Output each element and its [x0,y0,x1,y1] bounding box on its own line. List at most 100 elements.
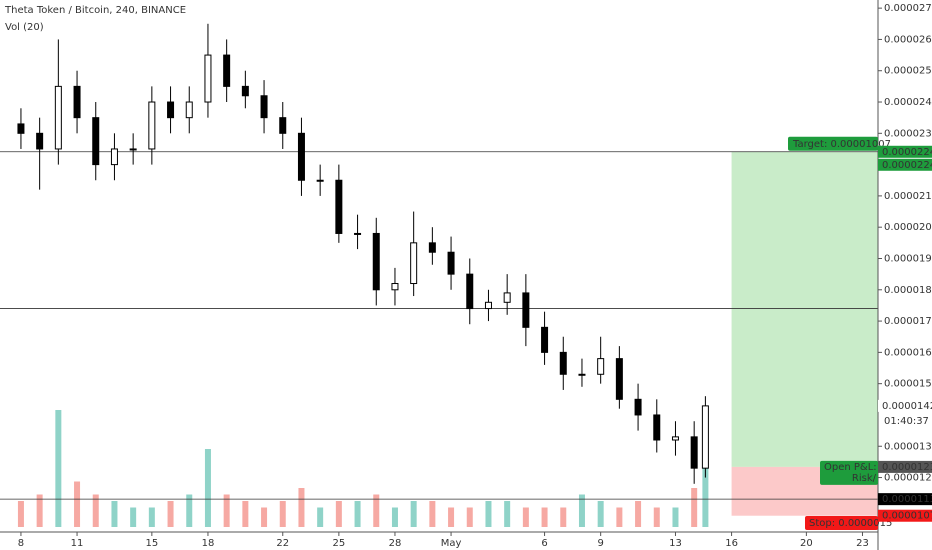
candle-body [615,358,623,400]
candle-body [110,148,118,166]
price-tag [878,460,932,473]
price-tag [878,158,932,171]
volume-bar [298,488,305,527]
y-tick-label: 0.00002400 [884,97,932,108]
x-tick-label: 20 [800,538,813,549]
candle-body [297,132,305,181]
volume-bar [167,501,174,527]
y-tick-label: 0.00002600 [884,34,932,45]
pnl-tag [820,460,878,485]
candle-body [129,148,137,151]
volume-bar [391,507,398,527]
candle-body [410,242,418,285]
x-tick-label: 16 [725,538,738,549]
y-tick-label: 0.00001900 [884,253,932,264]
x-tick-label: 15 [145,538,158,549]
y-tick-label: 0.00002300 [884,128,932,139]
y-tick-label: 0.00001300 [884,441,932,452]
price-tag [878,493,932,506]
candle-body [279,117,287,134]
price-tag-label: 0.00002241 [882,160,932,171]
candle-body [701,405,709,469]
volume-bar [691,488,698,527]
x-tick-label: 6 [541,538,547,549]
y-tick-label: 0.00002000 [884,222,932,233]
countdown: 01:40:37 [884,416,929,427]
volume-bar [560,507,567,527]
risk-label: Risk/ [852,473,877,484]
candle-body [447,251,455,275]
x-tick-label: 8 [18,538,24,549]
candle-body [354,232,362,235]
candle-body [503,292,511,303]
candle-body [522,292,530,328]
volume-bar [74,481,81,527]
price-tag [878,145,932,158]
price-tag-label: 0.00002241 [882,147,932,158]
candle-body [484,301,492,310]
volume-bar [429,501,436,527]
volume-bar [148,507,155,527]
volume-bar [354,501,361,527]
y-tick-label: 0.00001200 [884,473,932,484]
candle-body [92,117,100,166]
volume-bar [111,501,118,527]
volume-bar [261,507,268,527]
candle-body [17,123,25,134]
candle-body [391,283,399,291]
candle-body [54,85,62,150]
candle-body [241,85,249,97]
y-tick-label: 0.00001800 [884,285,932,296]
candle-body [223,54,231,87]
candle-body [185,101,193,119]
volume-bar [55,410,62,527]
volume-bar [541,507,548,527]
candle-body [36,132,44,150]
stop-tag [805,516,878,530]
price-axis [878,0,932,550]
volume-bar [17,501,24,527]
volume-bar [186,494,193,527]
candle-body [372,232,380,291]
chart-title: Theta Token / Bitcoin, 240, BINANCE [4,5,186,16]
price-tag-label: 0.00001429 [882,401,932,412]
candle-body [204,54,212,103]
candle-body [428,242,436,253]
volume-bar [130,507,137,527]
x-tick-label: 23 [856,538,869,549]
volume-bar [653,507,660,527]
candle-body [73,85,81,119]
candle-body [316,179,324,182]
candle-body [559,351,567,375]
x-tick-label: 11 [71,538,84,549]
candle-body [671,436,679,441]
volume-bar [373,494,380,527]
volume-bar [448,507,455,527]
volume-bar [597,501,604,527]
target-tag [788,136,878,151]
x-tick-label: 18 [202,538,215,549]
volume-title: Vol (20) [5,22,44,33]
y-tick-label: 0.00002100 [884,191,932,202]
price-tag-label: 0.00001078 [882,511,932,522]
candle-body [653,414,661,441]
pnl-label: Open P&L: 0. [824,462,889,473]
volume-bar [616,507,623,527]
volume-bar [578,494,585,527]
candle-body [597,358,605,375]
volume-bar [317,507,324,527]
stop-label: Stop: 0.0000015 [809,518,892,529]
x-tick-label: 22 [276,538,289,549]
candle-body [335,179,343,234]
x-tick-label: 28 [389,538,402,549]
x-tick-label: 9 [597,538,603,549]
volume-bar [466,507,473,527]
candle-body [634,398,642,416]
volume-bar [672,507,679,527]
price-tag-label: 0.00001234 [882,462,932,473]
x-tick-label: May [441,538,462,549]
price-tag [878,509,932,522]
volume-bar [36,494,43,527]
volume-bar [223,494,230,527]
volume-bar [242,501,249,527]
